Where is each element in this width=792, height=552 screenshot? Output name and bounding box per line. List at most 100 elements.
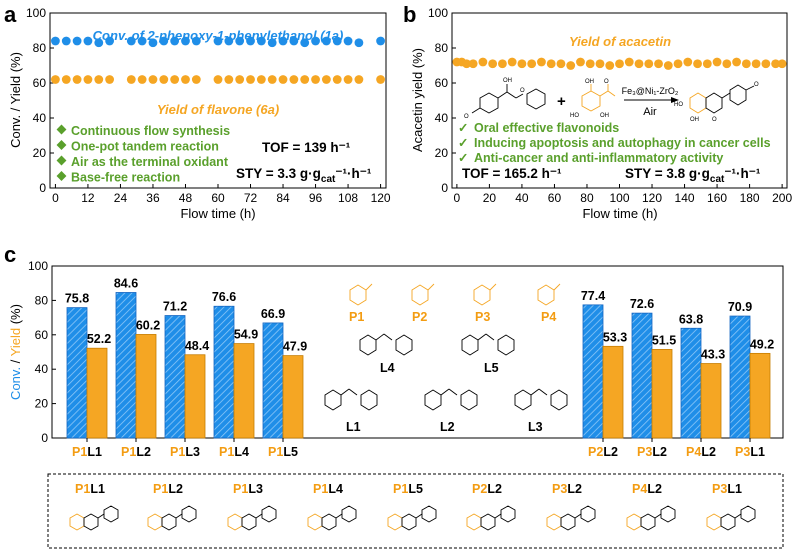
acacetin-molecule [689, 84, 755, 114]
a-point-s1 [51, 75, 60, 84]
a-ytick-label: 60 [33, 76, 47, 90]
bar-conv [66, 307, 88, 439]
a-point-s1 [72, 75, 82, 84]
a-point-s0 [191, 36, 201, 46]
a-point-s0 [105, 36, 115, 46]
reactant-l2-label: L2 [440, 420, 455, 434]
bar-yield [135, 334, 157, 439]
b-point-s0 [771, 59, 781, 69]
category-labels-c: P1L1 P1L2 P1L3 P1L4 P1L5 P2L2 P3L2 P4L2 P3L1 [72, 438, 765, 459]
b-point-s0 [462, 59, 472, 69]
tof-a: TOF = 139 h⁻¹ [262, 140, 351, 155]
reactant-structures: P1 P2 P3 P4 L4 L5 L1 L2 L3 [324, 283, 568, 434]
check-icon: ✓ [458, 151, 468, 165]
a-point-s0 [148, 38, 158, 48]
bar-yield-label: 52.2 [87, 332, 111, 346]
a-point-s1 [181, 75, 190, 84]
c-ytick-label: 40 [35, 362, 49, 376]
a-point-s1 [126, 75, 136, 84]
a-ytick-label: 0 [39, 181, 46, 195]
b-point-s0 [634, 59, 644, 69]
product-label: P1L2 [153, 482, 183, 496]
category-label: P1L3 [170, 445, 200, 459]
feature-a-3: Base-free reaction [71, 171, 180, 185]
a-xtick-label: 72 [244, 191, 258, 205]
a-point-s0 [300, 38, 310, 48]
svg-text:O: O [604, 79, 609, 85]
bar-conv [729, 315, 751, 439]
xlabel-a: Flow time (h) [180, 206, 255, 221]
a-xtick-label: 96 [309, 191, 323, 205]
a-xtick-label: 0 [52, 191, 59, 205]
b-ytick-label: 100 [428, 6, 448, 20]
reactant-p3-label: P3 [475, 310, 490, 324]
bar-conv-label: 75.8 [65, 292, 89, 306]
a-point-s0 [256, 36, 266, 46]
reactant-l3-label: L3 [528, 420, 543, 434]
a-point-s0 [246, 36, 255, 46]
product-label: P4L2 [632, 482, 662, 496]
a-point-s1 [278, 75, 288, 84]
bar-yield [86, 347, 108, 439]
b-point-s0 [732, 57, 741, 67]
a-point-s1 [159, 75, 169, 84]
bar-conv-label: 76.6 [212, 290, 236, 304]
bar-conv-label: 72.6 [630, 297, 654, 311]
reactant-p4-label: P4 [541, 310, 556, 324]
a-point-s0 [267, 38, 277, 48]
bar-conv [582, 304, 604, 439]
product-structure [626, 505, 676, 531]
a-point-s0 [61, 36, 71, 46]
bar-conv-label: 84.6 [114, 276, 138, 290]
product-label: P3L2 [552, 482, 582, 496]
b-point-s0 [585, 59, 595, 69]
tof-b: TOF = 165.2 h⁻¹ [462, 166, 562, 181]
a-point-s0 [354, 38, 364, 48]
category-label: P3L2 [637, 445, 667, 459]
c-ytick-label: 60 [35, 328, 49, 342]
b-ytick-label: 40 [435, 111, 449, 125]
b-point-s0 [777, 59, 787, 69]
b-point-s0 [537, 57, 546, 67]
panel-label-b: b [403, 2, 416, 27]
b-point-s0 [605, 61, 615, 70]
b-point-s0 [751, 59, 761, 69]
product-label: P3L1 [712, 482, 742, 496]
svg-text:OH: OH [585, 79, 594, 85]
ylabel-b: Acacetin yield (%) [410, 48, 425, 152]
svg-text:HO: HO [674, 102, 683, 108]
bar-yield [749, 352, 771, 439]
a-point-s1 [191, 75, 201, 84]
bar-yield [700, 363, 722, 439]
a-point-s1 [235, 75, 245, 84]
a-point-s0 [235, 36, 245, 46]
category-label: P1L5 [268, 445, 298, 459]
a-point-s1 [61, 75, 71, 84]
axes-c: 0 20 40 60 80 100 [28, 259, 56, 445]
reactant-l4-label: L4 [380, 361, 395, 375]
a-point-s0 [94, 38, 104, 48]
a-point-s0 [332, 36, 342, 46]
axes-a: 0 12 24 36 48 60 72 84 96 108 120 0 20 40 60 80 100 [26, 6, 391, 205]
category-label: P1L4 [219, 445, 249, 459]
a-point-s0 [213, 36, 223, 46]
a-point-s0 [289, 36, 299, 46]
product-label: P1L3 [233, 482, 263, 496]
a-xtick-label: 36 [146, 191, 160, 205]
diamond-bullet-icon [56, 124, 67, 135]
a-point-s1 [267, 75, 277, 84]
b-point-s0 [478, 57, 488, 67]
plus-sign: + [557, 93, 566, 110]
a-point-s1 [137, 75, 147, 84]
reaction-scheme-b: OH O O + OH O HO OH Fe₃@Ni₁-ZrO₂ Air HO … [464, 78, 759, 123]
a-point-s1 [256, 75, 266, 84]
c-ytick-label: 100 [28, 259, 48, 273]
bar-conv-label: 70.9 [728, 300, 752, 314]
b-point-s0 [712, 57, 722, 67]
category-label: P3L1 [735, 445, 765, 459]
svg-text:O: O [754, 82, 759, 88]
l-structures [324, 333, 568, 411]
b-ytick-label: 0 [441, 181, 448, 195]
panel-label-c: c [4, 242, 16, 267]
